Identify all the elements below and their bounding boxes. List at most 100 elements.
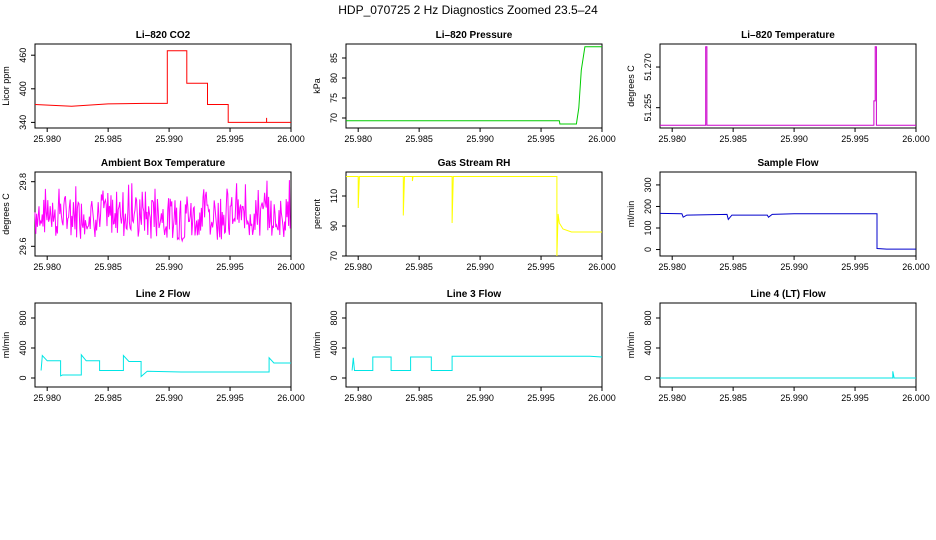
y-tick-label: 70	[329, 113, 339, 123]
x-tick-label: 26.000	[277, 134, 305, 144]
series-line	[40, 353, 291, 378]
figure-title: HDP_070725 2 Hz Diagnostics Zoomed 23.5–…	[338, 3, 598, 17]
y-tick-label: 400	[18, 81, 28, 96]
y-tick-label: 400	[18, 340, 28, 355]
y-tick-label: 800	[329, 310, 339, 325]
panel-9: Line 4 (LT) Flow ml/min 25.980 25.985 25.990…	[626, 289, 930, 403]
x-tick-label: 25.980	[658, 393, 686, 403]
x-tick-label: 25.980	[344, 393, 372, 403]
y-tick-label: 110	[329, 189, 339, 203]
y-axis-label: ml/min	[312, 332, 322, 359]
series-line	[346, 176, 602, 257]
panel-title: Line 2 Flow	[136, 289, 191, 300]
x-tick-label: 25.990	[155, 393, 183, 403]
y-tick-label: 29.8	[18, 173, 28, 191]
panel-6: Sample Flow ml/min 25.980 25.985 25.990 25.99…	[626, 158, 930, 272]
plot-frame	[34, 43, 292, 129]
y-tick-label: 300	[643, 177, 653, 192]
series-line	[34, 180, 291, 243]
x-tick-label: 25.985	[405, 393, 433, 403]
x-tick-label: 25.990	[780, 393, 808, 403]
series-line	[660, 46, 916, 126]
x-tick-label: 26.000	[588, 134, 616, 144]
y-axis-label: ml/min	[626, 332, 636, 359]
x-tick-label: 25.985	[405, 262, 433, 272]
series-line	[351, 355, 603, 371]
x-tick-label: 26.000	[902, 134, 930, 144]
x-tick-label: 25.990	[155, 262, 183, 272]
y-tick-label: 0	[643, 375, 653, 380]
x-tick-label: 26.000	[902, 393, 930, 403]
panel-title: Li–820 Temperature	[741, 30, 835, 41]
x-tick-label: 25.995	[216, 393, 244, 403]
series-line	[34, 50, 291, 123]
x-tick-label: 26.000	[588, 262, 616, 272]
x-tick-label: 25.990	[466, 262, 494, 272]
x-tick-label: 26.000	[277, 393, 305, 403]
x-tick-label: 25.985	[405, 134, 433, 144]
panel-5: Gas Stream RH percent 25.980 25.985 25.990 25…	[312, 158, 616, 272]
y-tick-label: 29.6	[18, 238, 28, 256]
y-axis-label: percent	[312, 198, 322, 229]
x-tick-label: 25.980	[344, 262, 372, 272]
y-tick-label: 0	[643, 247, 653, 252]
x-tick-label: 25.980	[33, 262, 61, 272]
y-axis-label: degrees C	[626, 65, 636, 107]
y-tick-label: 340	[18, 115, 28, 130]
x-tick-label: 25.990	[780, 262, 808, 272]
x-tick-label: 25.995	[841, 134, 869, 144]
x-tick-label: 25.990	[466, 393, 494, 403]
x-tick-label: 25.985	[94, 262, 122, 272]
y-tick-label: 200	[643, 199, 653, 214]
x-tick-label: 25.995	[841, 393, 869, 403]
panel-title: Li–820 Pressure	[436, 30, 513, 41]
x-tick-label: 25.985	[94, 393, 122, 403]
panel-3: Li–820 Temperature degrees C 25.980 25.985 2…	[626, 30, 930, 144]
y-axis-label: ml/min	[626, 201, 636, 228]
plot-frame	[659, 43, 917, 129]
panel-title: Gas Stream RH	[438, 158, 511, 169]
panel-title: Line 3 Flow	[447, 289, 502, 300]
panel-title: Sample Flow	[757, 158, 818, 169]
y-tick-label: 70	[329, 251, 339, 261]
y-tick-label: 400	[643, 340, 653, 355]
y-tick-label: 100	[643, 220, 653, 235]
x-tick-label: 25.980	[344, 134, 372, 144]
panel-4: Ambient Box Temperature degrees C 25.980 25…	[1, 158, 305, 272]
x-tick-label: 25.980	[658, 262, 686, 272]
panel-title: Line 4 (LT) Flow	[750, 289, 826, 300]
x-tick-label: 25.985	[719, 134, 747, 144]
x-tick-label: 26.000	[588, 393, 616, 403]
x-tick-label: 26.000	[277, 262, 305, 272]
panel-8: Line 3 Flow ml/min 25.980 25.985 25.990 25.99…	[312, 289, 616, 403]
x-tick-label: 25.990	[466, 134, 494, 144]
x-tick-label: 25.985	[94, 134, 122, 144]
plot-frame	[659, 171, 917, 257]
y-tick-label: 80	[329, 73, 339, 83]
y-axis-label: Licor ppm	[1, 66, 11, 106]
panel-grid: Li–820 CO2 Licor ppm 25.980 25.985 25.990 25.…	[1, 30, 930, 403]
y-tick-label: 800	[18, 310, 28, 325]
x-tick-label: 26.000	[902, 262, 930, 272]
panel-title: Li–820 CO2	[136, 30, 191, 41]
x-tick-label: 25.995	[216, 262, 244, 272]
y-tick-label: 85	[329, 53, 339, 63]
y-tick-label: 800	[643, 310, 653, 325]
y-tick-label: 0	[18, 375, 28, 380]
y-axis-label: degrees C	[1, 193, 11, 235]
y-tick-label: 75	[329, 93, 339, 103]
y-tick-label: 400	[329, 340, 339, 355]
x-tick-label: 25.980	[33, 134, 61, 144]
series-line	[346, 46, 602, 125]
x-tick-label: 25.995	[527, 134, 555, 144]
plot-frame	[345, 302, 603, 388]
x-tick-label: 25.980	[658, 134, 686, 144]
y-axis-label: ml/min	[1, 332, 11, 359]
plot-frame	[34, 302, 292, 388]
x-tick-label: 25.995	[841, 262, 869, 272]
series-line	[659, 212, 916, 250]
y-tick-label: 51.270	[643, 53, 653, 81]
panel-2: Li–820 Pressure kPa 25.980 25.985 25.990 25.9…	[312, 30, 616, 144]
plot-frame	[345, 171, 603, 257]
